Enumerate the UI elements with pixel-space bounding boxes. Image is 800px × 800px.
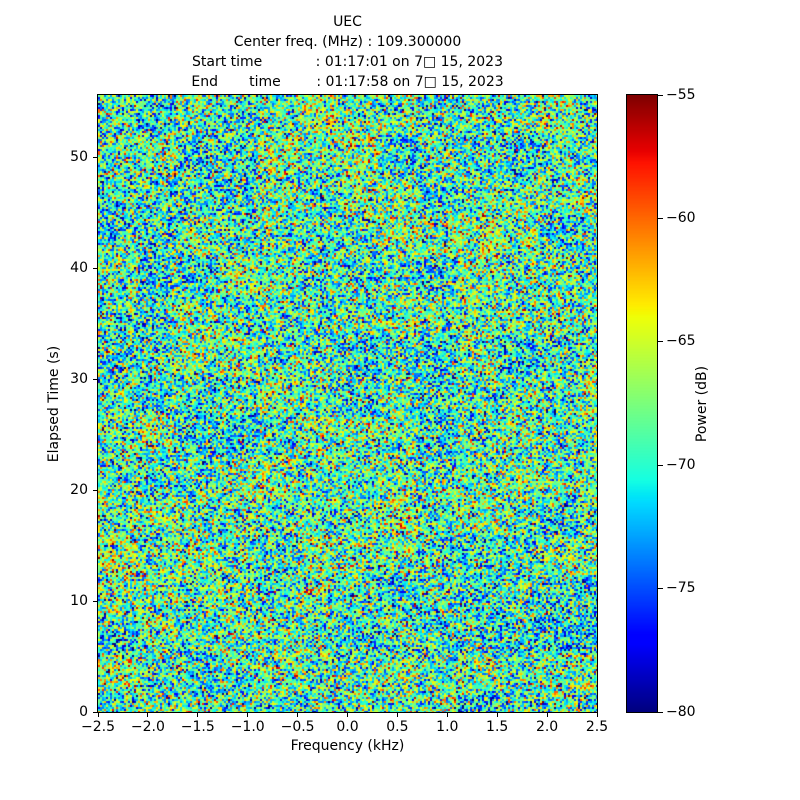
x-tick-label: 0.5 <box>386 719 409 735</box>
subtitle-center-freq: Center freq. (MHz) : 109.300000 <box>233 34 462 50</box>
x-tick-mark <box>546 712 548 717</box>
x-tick-label: 0.0 <box>336 719 359 735</box>
y-tick-mark <box>93 267 98 269</box>
x-tick-label: −1.5 <box>180 719 215 735</box>
x-tick-label: 2.5 <box>585 719 609 735</box>
x-tick-mark <box>396 712 398 717</box>
colorbar-tick-mark <box>658 464 663 466</box>
colorbar-tick-mark <box>658 217 663 219</box>
colorbar-tick-label: −65 <box>666 333 696 350</box>
x-tick-mark <box>297 712 299 717</box>
y-axis-label: Elapsed Time (s) <box>46 345 62 463</box>
x-tick-label: −2.0 <box>130 719 165 735</box>
x-tick-mark <box>197 712 199 717</box>
colorbar-tick-mark <box>658 588 663 590</box>
y-tick-label: 0 <box>79 703 88 720</box>
x-tick-mark <box>247 712 249 717</box>
subtitle-end-time: End time : 01:17:58 on 7□ 15, 2023 <box>191 74 504 90</box>
y-tick-label: 50 <box>70 148 88 165</box>
colorbar-tick-mark <box>658 711 663 713</box>
y-tick-mark <box>93 489 98 491</box>
y-tick-mark <box>93 378 98 380</box>
colorbar-tick-mark <box>658 341 663 343</box>
y-tick-label: 30 <box>70 370 88 387</box>
subtitle-start-time: Start time : 01:17:01 on 7□ 15, 2023 <box>192 54 503 70</box>
x-tick-label: 1.5 <box>486 719 509 735</box>
colorbar-tick-label: −75 <box>666 580 696 597</box>
plot-header: UEC Center freq. (MHz) : 109.300000 Star… <box>98 12 597 92</box>
x-tick-label: −0.5 <box>280 719 315 735</box>
colorbar-tick-mark <box>658 94 663 96</box>
x-tick-mark <box>596 712 598 717</box>
x-tick-mark <box>446 712 448 717</box>
y-tick-label: 10 <box>70 592 88 609</box>
y-tick-label: 40 <box>70 259 88 276</box>
plot-title: UEC <box>333 14 362 30</box>
x-tick-label: 2.0 <box>535 719 559 735</box>
x-tick-label: −2.5 <box>81 719 115 735</box>
x-tick-mark <box>347 712 348 717</box>
colorbar-tick-label: −60 <box>666 209 696 226</box>
x-tick-label: −1.0 <box>230 719 265 735</box>
x-tick-mark <box>97 712 99 717</box>
colorbar-tick-label: −70 <box>666 456 696 473</box>
x-tick-mark <box>147 712 149 717</box>
y-tick-mark <box>93 600 98 602</box>
colorbar <box>626 94 658 713</box>
y-tick-label: 20 <box>70 481 88 498</box>
spectrogram-canvas <box>98 95 597 712</box>
y-tick-mark <box>93 711 98 713</box>
x-tick-label: 1.0 <box>436 719 459 735</box>
colorbar-canvas <box>627 95 657 712</box>
colorbar-tick-label: −55 <box>666 86 696 103</box>
colorbar-label: Power (dB) <box>694 365 710 443</box>
y-tick-mark <box>93 156 98 158</box>
colorbar-tick-label: −80 <box>666 703 696 720</box>
x-tick-mark <box>496 712 498 717</box>
x-axis-label: Frequency (kHz) <box>290 738 405 754</box>
spectrogram-plot-area <box>97 94 598 713</box>
